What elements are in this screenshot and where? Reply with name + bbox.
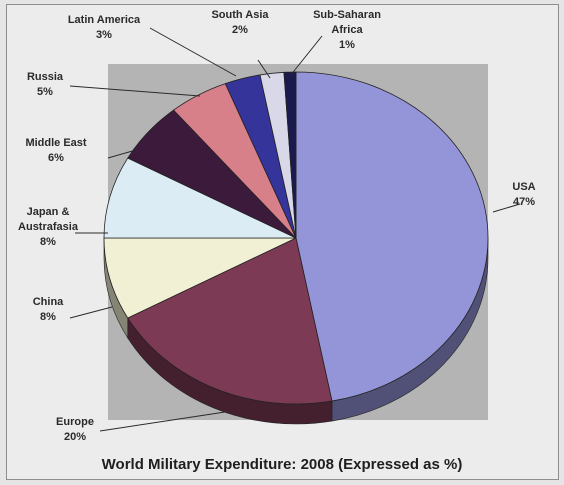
slice-label-sub-saharan-africa-1: Africa xyxy=(331,24,363,36)
pie-slice-japan-austrafasia xyxy=(103,157,297,239)
slice-label-japan-austrafasia-0: Japan & xyxy=(27,206,70,218)
leader-line-europe xyxy=(99,411,226,432)
slice-label-japan-austrafasia-2: 8% xyxy=(40,236,56,248)
slice-label-china-0: China xyxy=(33,296,64,308)
chart-title: World Military Expenditure: 2008 (Expres… xyxy=(101,456,463,473)
pie-slice-usa xyxy=(295,71,489,402)
leader-line-south-asia xyxy=(257,59,271,79)
slice-label-south-asia-1: 2% xyxy=(232,24,248,36)
slice-label-middle-east-0: Middle East xyxy=(25,137,86,149)
slice-label-russia-0: Russia xyxy=(27,71,64,83)
slice-label-sub-saharan-africa-0: Sub-Saharan xyxy=(313,9,381,21)
leader-line-usa xyxy=(492,203,521,213)
slice-label-middle-east-1: 6% xyxy=(48,152,64,164)
leader-line-china xyxy=(69,306,113,319)
leader-line-middle-east xyxy=(107,149,137,159)
pie-slice-sub-saharan-africa xyxy=(283,71,297,239)
slice-label-china-1: 8% xyxy=(40,311,56,323)
leader-line-sub-saharan-africa xyxy=(289,35,323,77)
pie-slice-europe xyxy=(127,237,333,405)
pie-slice-china xyxy=(103,237,297,319)
slice-label-europe-1: 20% xyxy=(64,431,86,443)
slice-label-usa-1: 47% xyxy=(513,196,535,208)
slice-label-europe-0: Europe xyxy=(56,416,94,428)
slice-label-sub-saharan-africa-2: 1% xyxy=(339,39,355,51)
slice-label-japan-austrafasia-1: Austrafasia xyxy=(18,221,79,233)
slice-label-russia-1: 5% xyxy=(37,86,53,98)
leader-line-russia xyxy=(69,85,201,97)
leader-line-latin-america xyxy=(149,27,237,77)
slice-label-south-asia-0: South Asia xyxy=(211,9,269,21)
slice-label-latin-america-0: Latin America xyxy=(68,14,141,26)
slice-label-usa-0: USA xyxy=(512,181,535,193)
slice-label-latin-america-1: 3% xyxy=(96,29,112,41)
